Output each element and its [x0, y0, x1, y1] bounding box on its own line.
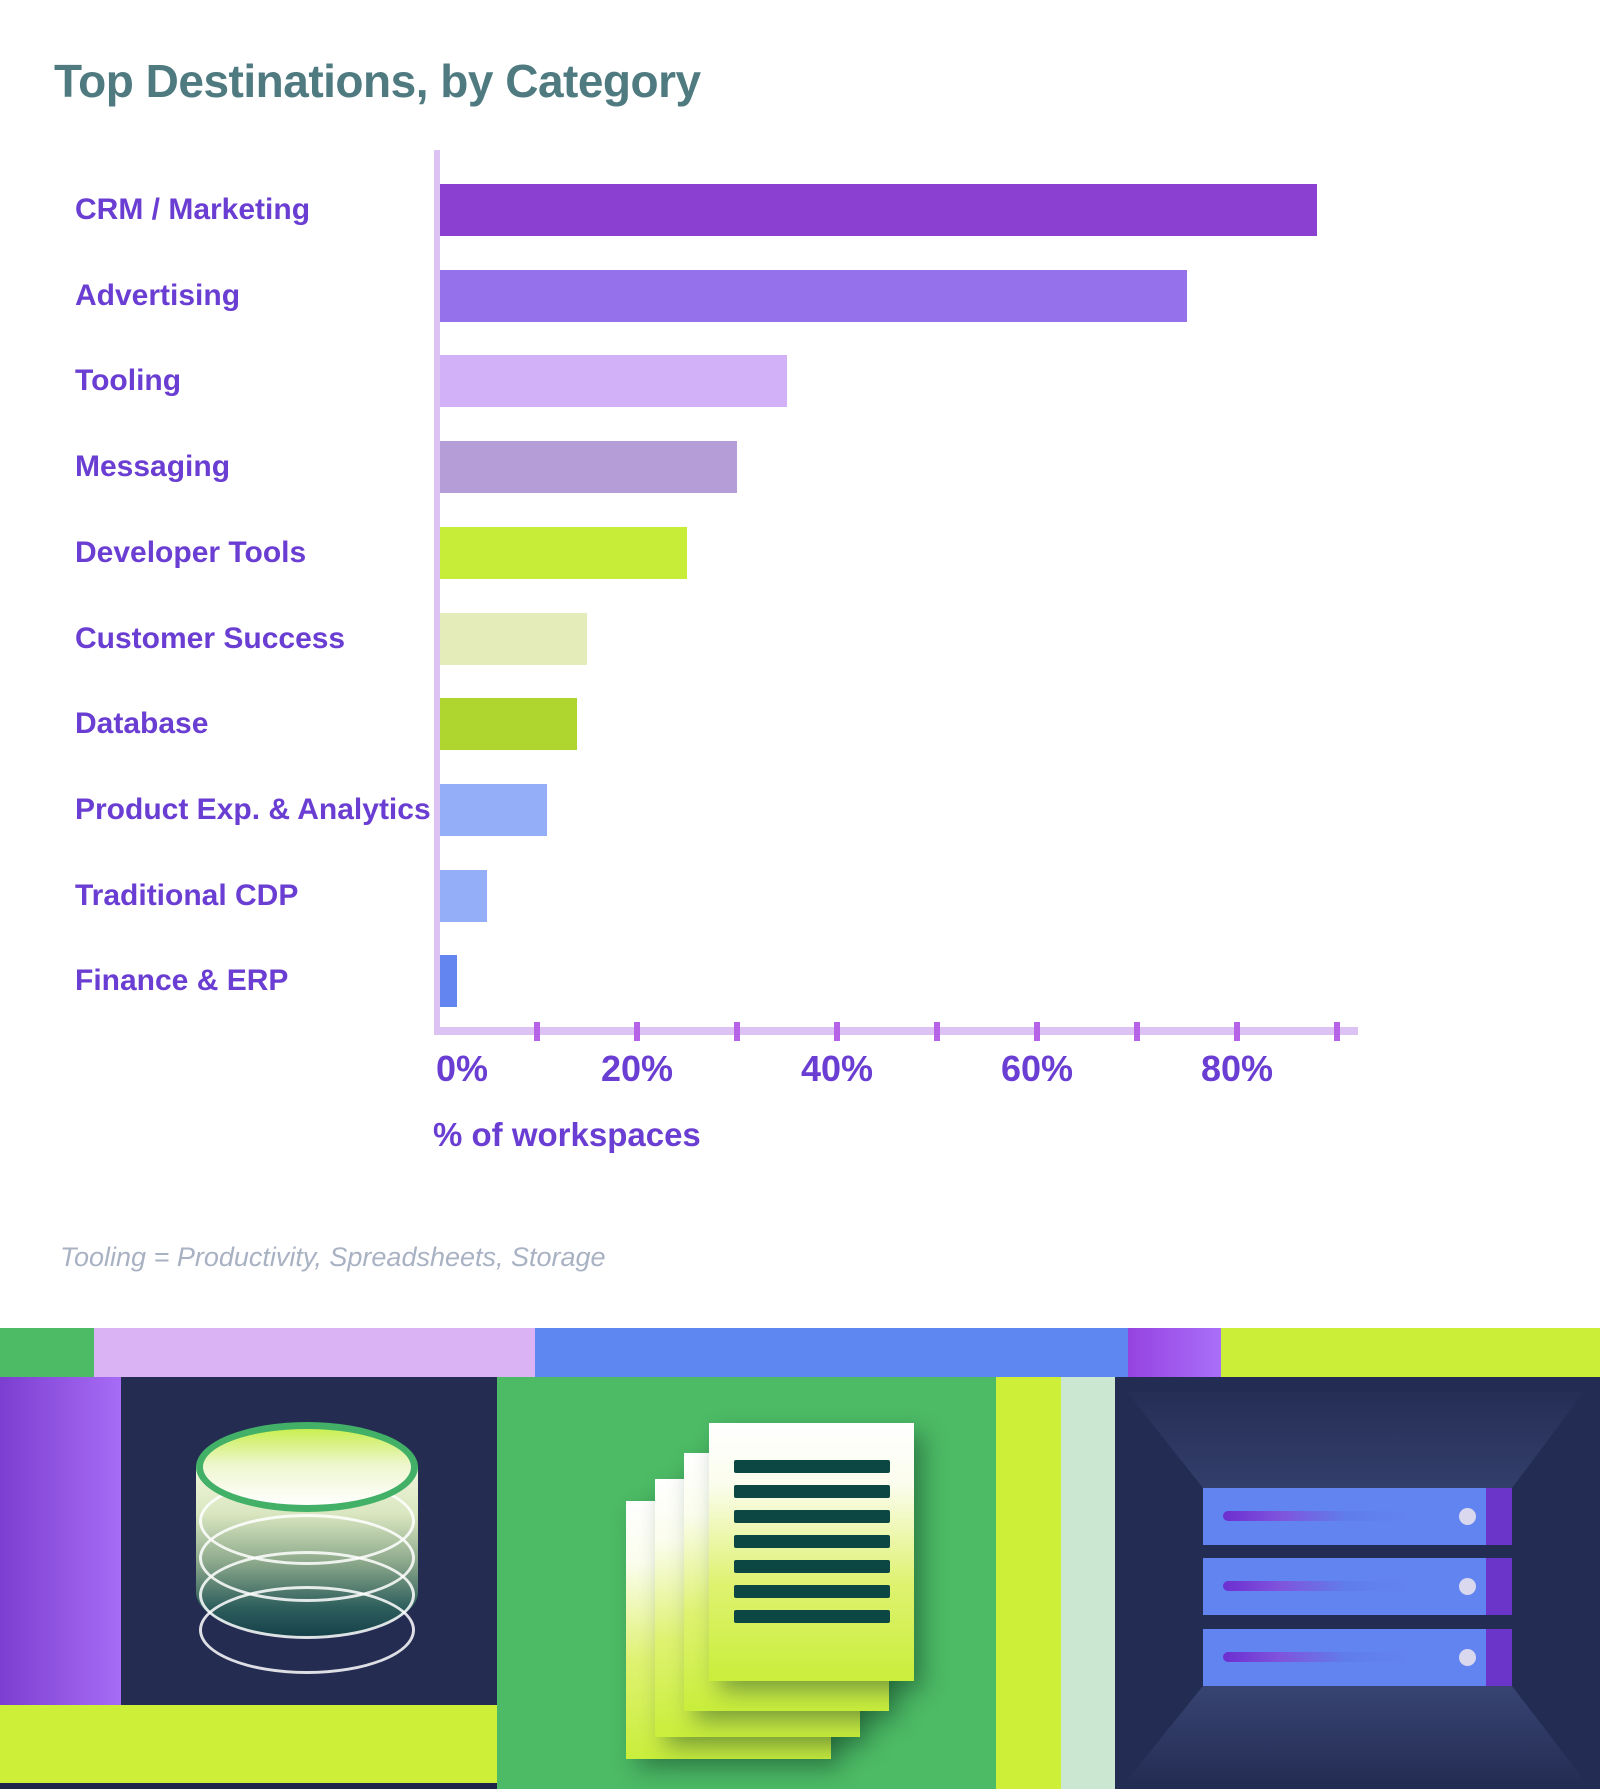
bar-advertising	[437, 270, 1187, 322]
server-led-icon	[1459, 1649, 1476, 1666]
x-axis-tick-label: 40%	[800, 1048, 874, 1089]
category-label: Database	[75, 707, 209, 740]
purple-gradient-column	[0, 1377, 121, 1705]
document-text-line	[734, 1610, 890, 1623]
bar-traditional-cdp	[437, 870, 487, 922]
x-axis-tick-label: 60%	[1000, 1048, 1074, 1089]
bottom-edge-line	[0, 1783, 497, 1789]
x-axis-tick	[1334, 1022, 1340, 1041]
x-axis-title: % of workspaces	[433, 1116, 701, 1153]
server-unit	[1203, 1629, 1512, 1686]
server-slot	[1223, 1511, 1415, 1521]
banner-color-strip	[0, 1328, 1600, 1377]
category-label: Tooling	[75, 364, 182, 397]
bar-developer-tools	[437, 527, 687, 579]
server-unit	[1203, 1488, 1512, 1545]
chart-row: Product Exp. & Analytics	[0, 784, 1600, 836]
category-label: Customer Success	[75, 622, 346, 655]
document-text-line	[734, 1560, 890, 1573]
strip-segment-green	[0, 1328, 94, 1377]
bar-customer-success	[437, 613, 587, 665]
chart-row: Customer Success	[0, 613, 1600, 665]
server-unit	[1203, 1558, 1512, 1615]
strip-segment-lavender	[94, 1328, 535, 1377]
category-label: Advertising	[75, 279, 241, 312]
light-beam-bottom	[1127, 1686, 1584, 1780]
document-text-line	[734, 1460, 890, 1473]
server-panel	[1115, 1377, 1600, 1789]
y-axis-line	[434, 150, 440, 1035]
mint-column	[1061, 1377, 1115, 1789]
x-axis-tick	[534, 1022, 540, 1041]
category-label: Product Exp. & Analytics	[75, 793, 431, 826]
lime-column	[996, 1377, 1061, 1789]
x-axis-tick	[934, 1022, 940, 1041]
document-text-line	[734, 1585, 890, 1598]
documents-panel	[497, 1377, 996, 1789]
database-panel	[121, 1377, 497, 1705]
chart-row: CRM / Marketing	[0, 184, 1600, 236]
document-text-line	[734, 1510, 890, 1523]
server-end-cap	[1486, 1488, 1512, 1545]
chart-row: Traditional CDP	[0, 870, 1600, 922]
bar-database	[437, 698, 577, 750]
category-label: Finance & ERP	[75, 964, 289, 997]
server-led-icon	[1459, 1508, 1476, 1525]
x-axis-tick	[734, 1022, 740, 1041]
category-label: Traditional CDP	[75, 879, 299, 912]
x-axis-tick	[1234, 1022, 1240, 1041]
chart-row: Finance & ERP	[0, 955, 1600, 1007]
bar-tooling	[437, 355, 787, 407]
x-axis-tick	[1034, 1022, 1040, 1041]
bar-messaging	[437, 441, 737, 493]
category-label: Messaging	[75, 450, 231, 483]
server-end-cap	[1486, 1629, 1512, 1686]
x-axis-tick-label: 80%	[1200, 1048, 1274, 1089]
database-icon	[196, 1422, 418, 1674]
chart-row: Database	[0, 698, 1600, 750]
bar-finance-erp	[437, 955, 457, 1007]
document-text-line	[734, 1485, 890, 1498]
chart-row: Messaging	[0, 441, 1600, 493]
footnote: Tooling = Productivity, Spreadsheets, St…	[60, 1242, 606, 1272]
x-axis-tick-label: 20%	[600, 1048, 674, 1089]
illustration-banner	[0, 1377, 1600, 1789]
x-axis-tick-label: 0%	[435, 1048, 489, 1089]
x-axis-tick	[1134, 1022, 1140, 1041]
chart-row: Advertising	[0, 270, 1600, 322]
server-end-cap	[1486, 1558, 1512, 1615]
strip-segment-blue	[535, 1328, 1128, 1377]
document-page-front	[709, 1423, 914, 1681]
chart-title: Top Destinations, by Category	[54, 55, 701, 107]
chart-row: Tooling	[0, 355, 1600, 407]
x-axis-tick	[834, 1022, 840, 1041]
category-label: CRM / Marketing	[75, 193, 311, 226]
document-text-line	[734, 1535, 890, 1548]
strip-segment-purple	[1128, 1328, 1221, 1377]
lime-block	[0, 1705, 497, 1789]
database-top-rim	[196, 1422, 418, 1512]
light-beam-top	[1127, 1392, 1584, 1488]
server-slot	[1223, 1581, 1415, 1591]
chart-row: Developer Tools	[0, 527, 1600, 579]
server-slot	[1223, 1652, 1415, 1662]
server-led-icon	[1459, 1578, 1476, 1595]
strip-segment-lime	[1221, 1328, 1600, 1377]
category-label: Developer Tools	[75, 536, 307, 569]
x-axis-line	[437, 1027, 1358, 1035]
bar-product-exp-analytics	[437, 784, 547, 836]
database-ring	[199, 1586, 415, 1674]
x-axis-tick	[634, 1022, 640, 1041]
bar-crm-marketing	[437, 184, 1317, 236]
